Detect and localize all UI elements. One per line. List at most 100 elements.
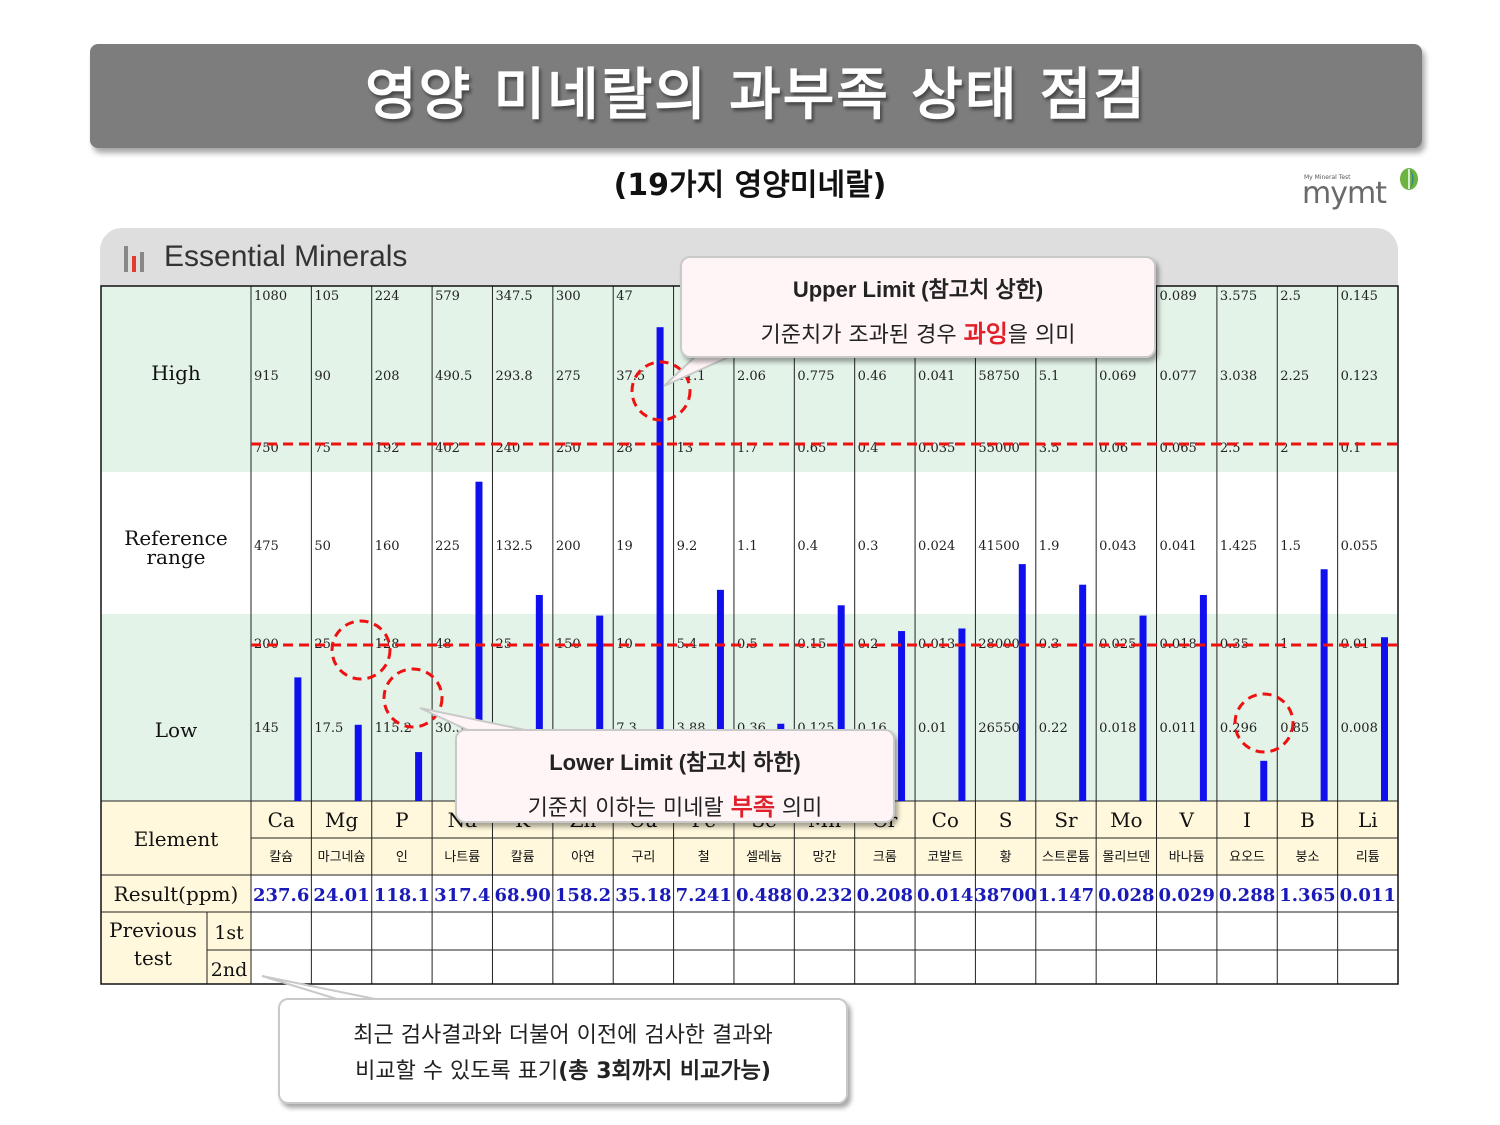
element-symbol: B: [1300, 808, 1315, 832]
bar-chart-icon: [124, 246, 144, 272]
element-name: 칼슘: [269, 850, 293, 865]
scale-value: 2.25: [1280, 369, 1309, 384]
scale-value: 28000: [978, 637, 1019, 652]
scale-value: 47: [616, 289, 633, 304]
element-name: 구리: [631, 850, 655, 865]
scale-value: 90: [314, 369, 331, 384]
element-name: 요오드: [1229, 850, 1265, 865]
result-value: 35.18: [615, 885, 671, 906]
scale-value: 0.85: [1280, 721, 1309, 736]
scale-value: 1.5: [1280, 539, 1301, 554]
highlight-circle: [630, 360, 692, 422]
scale-value: 0.013: [918, 637, 955, 652]
bar-cu: [656, 327, 664, 801]
scale-value: 915: [254, 369, 279, 384]
bar-b: [1320, 569, 1328, 801]
element-name: 셀레늄: [746, 850, 782, 865]
scale-value: 0.123: [1341, 369, 1378, 384]
highlight-circle: [330, 619, 392, 681]
scale-value: 2: [1280, 441, 1288, 456]
row-label-result: Result(ppm): [114, 882, 239, 906]
scale-value: 0.041: [918, 369, 955, 384]
excess-highlight: 과잉: [963, 320, 1008, 348]
scale-value: 3.038: [1220, 369, 1257, 384]
scale-value: 0.055: [1341, 539, 1378, 554]
scale-value: 1080: [254, 289, 287, 304]
bar-sr: [1079, 584, 1087, 801]
bar-mg: [354, 724, 362, 801]
scale-value: 402: [435, 441, 460, 456]
element-name: 칼륨: [511, 850, 535, 865]
scale-value: 9.2: [677, 539, 698, 554]
scale-value: 1.9: [1039, 539, 1060, 554]
scale-value: 0.145: [1341, 289, 1378, 304]
scale-value: 0.46: [858, 369, 887, 384]
result-value: 0.232: [796, 885, 852, 906]
element-name: 망간: [813, 850, 837, 865]
element-symbol: V: [1178, 808, 1194, 832]
bar-p: [415, 752, 423, 801]
scale-value: 0.089: [1160, 289, 1197, 304]
result-value: 0.011: [1340, 885, 1396, 906]
result-value: 1.147: [1038, 885, 1094, 906]
scale-value: 293.8: [495, 369, 532, 384]
scale-value: 0.4: [797, 539, 818, 554]
element-name: 몰리브덴: [1102, 850, 1150, 865]
result-value: 24.01: [313, 885, 369, 906]
previous-callout-pointer: [261, 975, 381, 1001]
element-symbol: Ca: [268, 808, 295, 832]
scale-value: 300: [556, 289, 581, 304]
previous-label-bg: [101, 912, 251, 984]
scale-value: 105: [314, 289, 339, 304]
element-name: 아연: [571, 850, 595, 865]
upper-band-strip: [101, 444, 1398, 472]
element-name: 바나듐: [1169, 850, 1205, 865]
result-label-bg: [101, 875, 251, 912]
logo-small-text: My Mineral Test: [1304, 174, 1351, 181]
lower-limit-text: 기준치 이하는 미네랄: [527, 796, 731, 821]
upper-limit-text-end: 을 의미: [1007, 323, 1076, 348]
scale-value: 26550: [978, 721, 1019, 736]
scale-value: 347.5: [495, 289, 532, 304]
result-value: 68.90: [494, 885, 550, 906]
scale-value: 0.011: [1160, 721, 1197, 736]
previous-test-callout: 최근 검사결과와 더불어 이전에 검사한 결과와 비교할 수 있도록 표기(총 …: [278, 998, 848, 1104]
row-label-high: High: [151, 361, 201, 385]
row-label-element: Element: [134, 827, 219, 851]
bar-mn: [837, 605, 845, 801]
scale-value: 224: [375, 289, 400, 304]
scale-value: 200: [556, 539, 581, 554]
scale-value: 145: [254, 721, 279, 736]
scale-value: 208: [375, 369, 400, 384]
lower-limit-callout: Lower Limit (참고치 하한) 기준치 이하는 미네랄 부족 의미: [455, 729, 895, 823]
lower-limit-title: Lower Limit (참고치 하한): [549, 750, 801, 775]
result-value: 7.241: [676, 885, 732, 906]
scale-value: 0.22: [1039, 721, 1068, 736]
lower-limit-text-end: 의미: [774, 796, 823, 821]
upper-limit-callout: Upper Limit (참고치 상한) 기준치가 조과된 경우 과잉을 의미: [680, 256, 1156, 358]
page-subtitle: (19가지 영양미네랄): [613, 168, 887, 203]
element-symbol: Sr: [1054, 808, 1078, 832]
scale-value: 0.296: [1220, 721, 1257, 736]
element-name: 크롬: [873, 850, 897, 865]
row-label-1st: 1st: [214, 922, 244, 944]
result-value: 1.365: [1279, 885, 1335, 906]
element-name: 마그네슘: [318, 850, 366, 865]
bar-s: [1018, 564, 1026, 801]
result-value: 0.208: [857, 885, 913, 906]
element-symbol: Li: [1358, 808, 1378, 832]
element-symbol: P: [395, 808, 408, 832]
scale-value: 2.06: [737, 369, 766, 384]
bar-i: [1260, 760, 1268, 801]
leaf-icon: [1400, 168, 1418, 190]
bar-cr: [898, 631, 906, 801]
element-name: 인: [396, 850, 408, 865]
element-symbol: Mo: [1110, 808, 1143, 832]
result-value: 317.4: [434, 885, 490, 906]
panel-title: Essential Minerals: [164, 240, 408, 273]
scale-value: 25: [495, 637, 512, 652]
element-name: 나트륨: [444, 850, 480, 865]
scale-value: 0.077: [1160, 369, 1197, 384]
scale-value: 0.024: [918, 539, 955, 554]
scale-value: 50: [314, 539, 331, 554]
